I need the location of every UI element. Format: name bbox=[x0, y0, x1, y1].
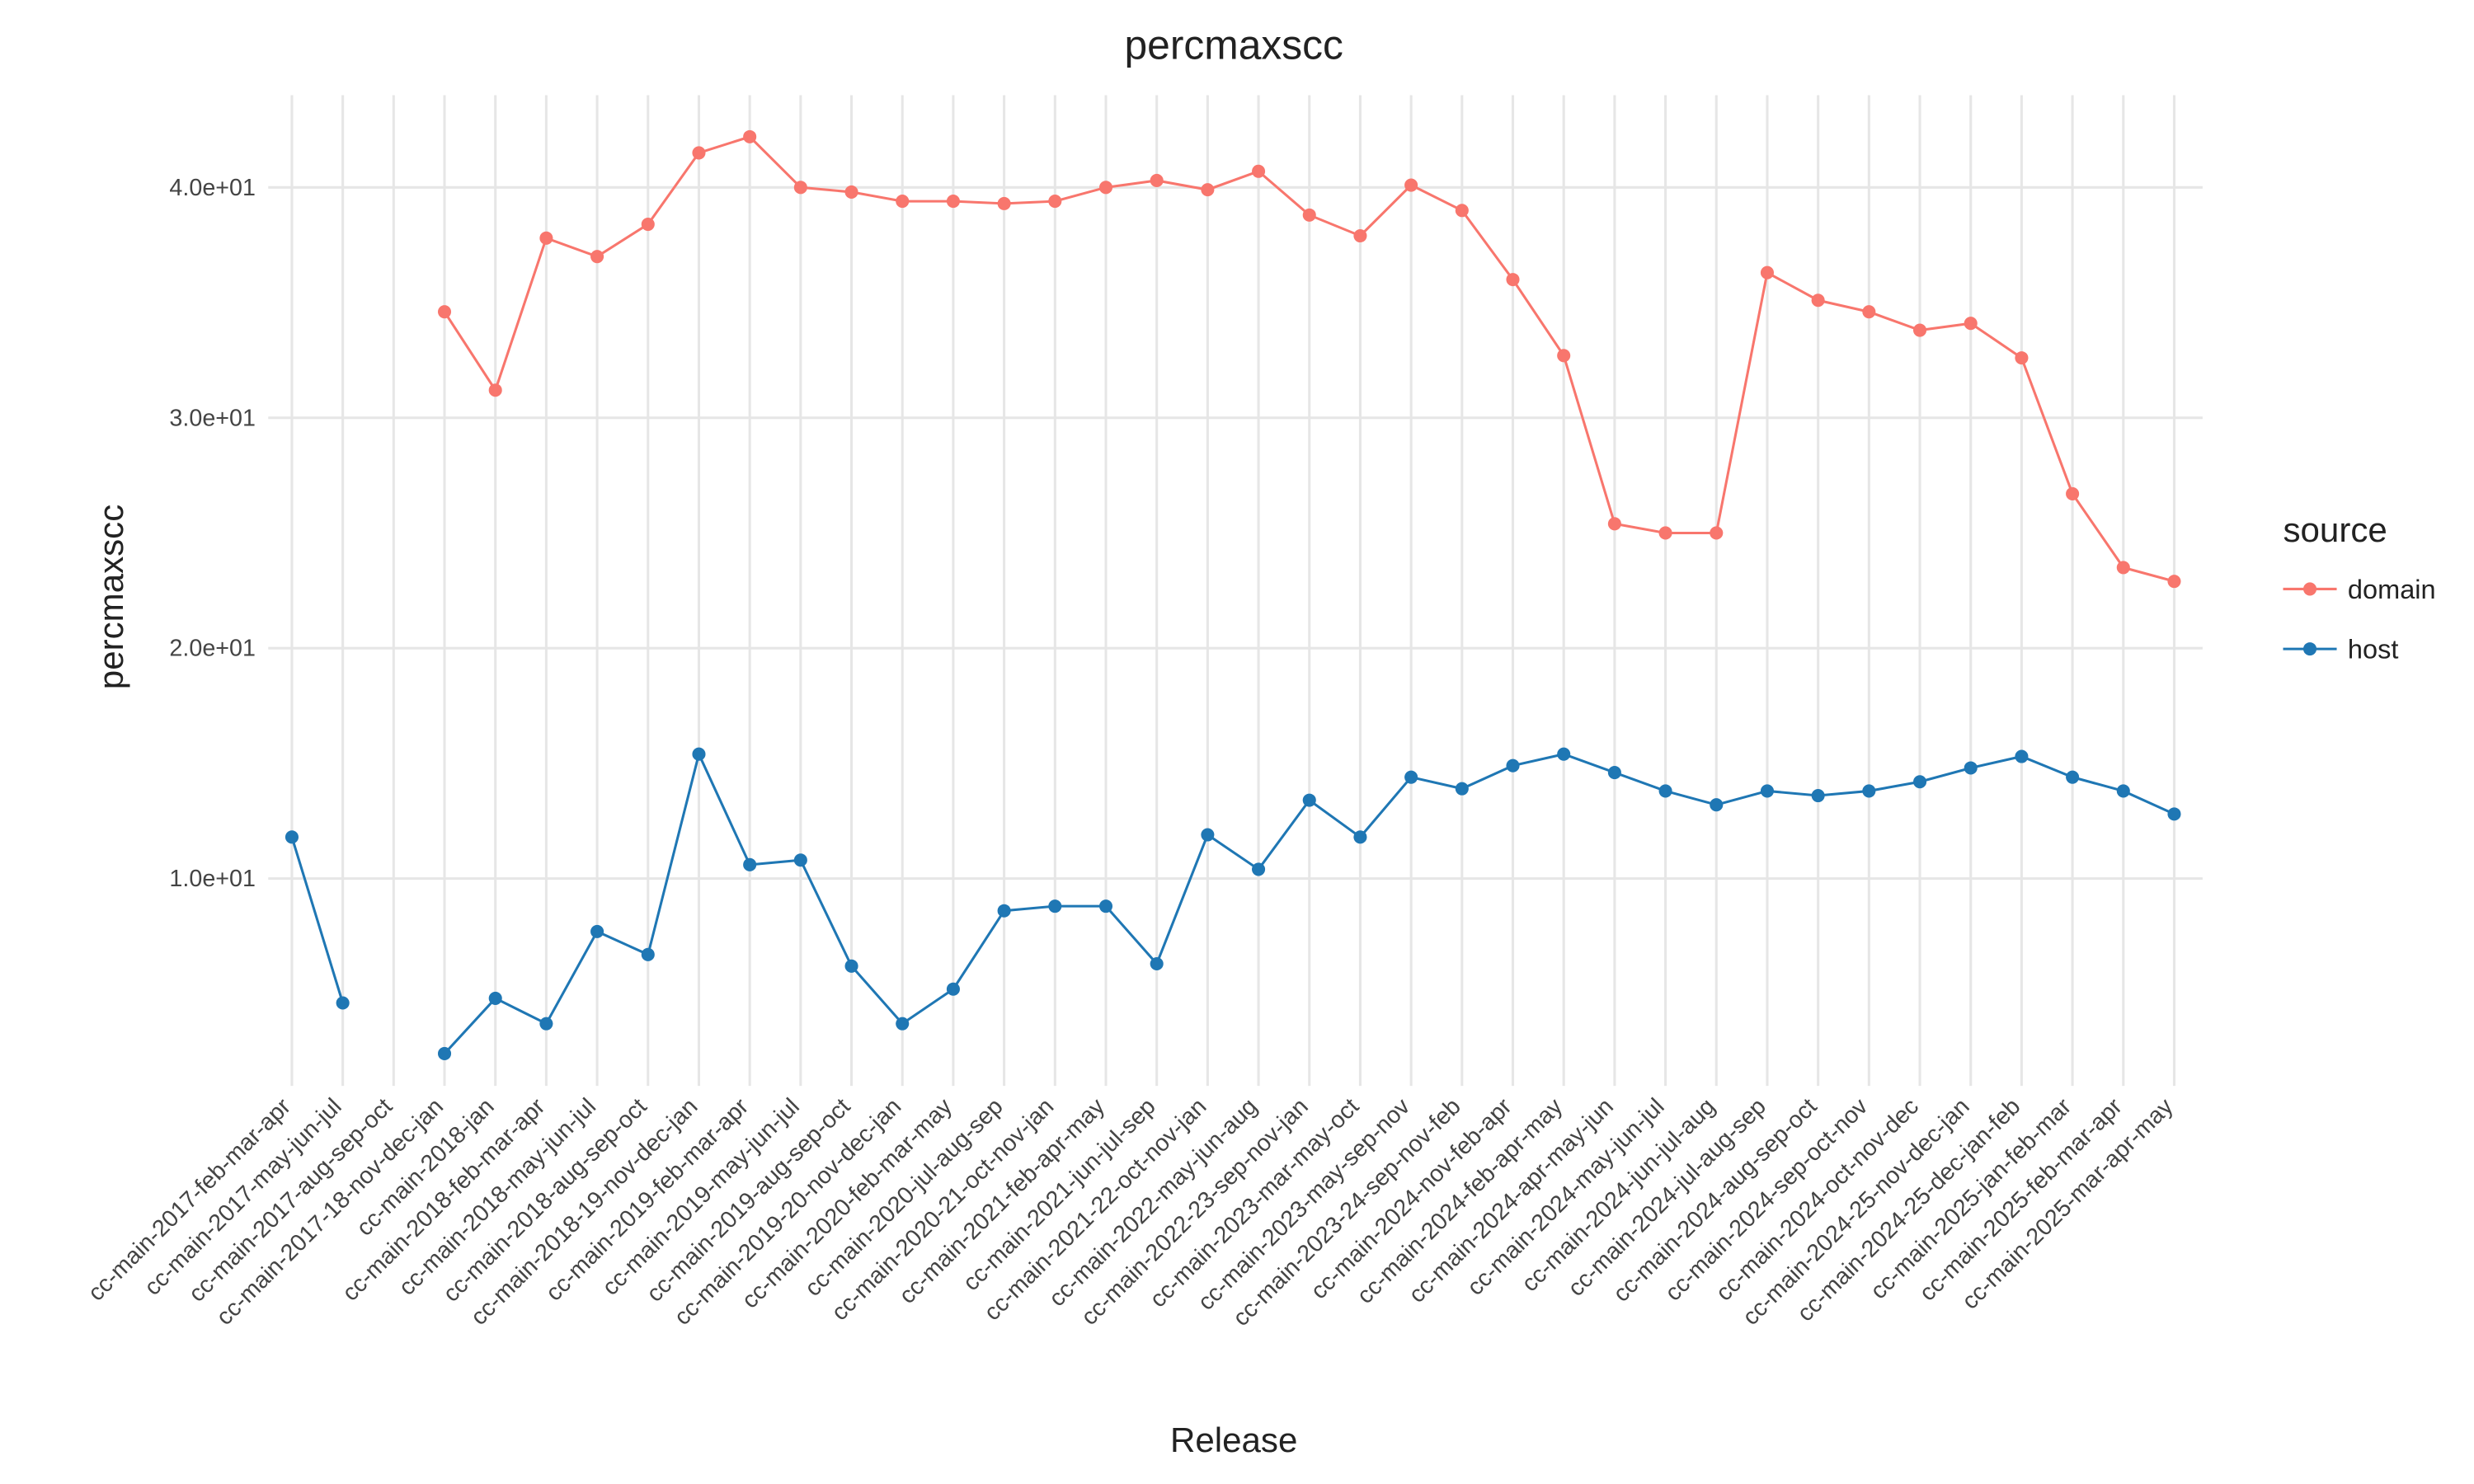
data-point bbox=[1607, 517, 1621, 531]
data-point bbox=[1353, 228, 1367, 243]
data-point bbox=[336, 996, 350, 1010]
data-point bbox=[743, 129, 757, 143]
data-point bbox=[1150, 956, 1164, 971]
data-point bbox=[488, 383, 502, 397]
y-axis-title: percmaxscc bbox=[92, 505, 130, 689]
data-point bbox=[2015, 749, 2029, 763]
data-point bbox=[1811, 294, 1825, 308]
data-point bbox=[1607, 766, 1621, 780]
data-point bbox=[1201, 183, 1215, 197]
data-point bbox=[743, 857, 757, 871]
data-point bbox=[437, 305, 452, 319]
data-point bbox=[1760, 784, 1774, 798]
data-point bbox=[1201, 828, 1215, 842]
data-point bbox=[1862, 305, 1876, 319]
legend-label: host bbox=[2348, 635, 2398, 665]
data-point bbox=[488, 991, 502, 1005]
data-point bbox=[539, 231, 553, 245]
data-point bbox=[1964, 761, 1978, 775]
series-line bbox=[290, 836, 345, 1003]
data-point bbox=[1710, 526, 1724, 540]
legend-point bbox=[2302, 642, 2317, 656]
data-point bbox=[1557, 349, 1571, 363]
data-point bbox=[2015, 351, 2029, 365]
data-point bbox=[1658, 784, 1672, 798]
data-point bbox=[844, 959, 858, 973]
data-point bbox=[1098, 899, 1113, 913]
data-point bbox=[1048, 195, 1062, 209]
data-point bbox=[793, 181, 807, 195]
data-point bbox=[1252, 862, 1266, 876]
data-point bbox=[285, 830, 299, 844]
data-point bbox=[2116, 784, 2130, 798]
data-point bbox=[1557, 747, 1571, 761]
data-point bbox=[997, 196, 1011, 210]
data-point bbox=[1862, 784, 1876, 798]
data-point bbox=[2066, 486, 2080, 501]
y-tick-label: 4.0e+01 bbox=[169, 175, 255, 201]
data-point bbox=[844, 185, 858, 199]
data-point bbox=[590, 250, 604, 264]
x-tick-label: cc-main-2017-may-jun-jul bbox=[139, 1093, 346, 1300]
legend-point bbox=[2302, 582, 2317, 596]
data-point bbox=[692, 747, 706, 761]
legend-title: source bbox=[2283, 510, 2387, 549]
y-tick-label: 1.0e+01 bbox=[169, 866, 255, 892]
data-point bbox=[539, 1017, 553, 1031]
chart-title: percmaxscc bbox=[1125, 22, 1343, 68]
data-point bbox=[1252, 164, 1266, 178]
data-point bbox=[641, 947, 655, 961]
data-point bbox=[1964, 317, 1978, 331]
data-point bbox=[2167, 807, 2181, 821]
data-point bbox=[692, 146, 706, 160]
data-point bbox=[1760, 265, 1774, 279]
data-point bbox=[590, 924, 604, 938]
data-point bbox=[1506, 273, 1520, 287]
grid bbox=[268, 95, 2203, 1087]
data-point bbox=[2116, 561, 2130, 575]
data-point bbox=[1811, 788, 1825, 803]
data-point bbox=[1302, 793, 1316, 807]
data-point bbox=[1048, 899, 1062, 913]
data-point bbox=[1404, 178, 1418, 192]
data-point bbox=[793, 853, 807, 867]
data-point bbox=[1353, 830, 1367, 844]
data-point bbox=[1404, 770, 1418, 784]
data-point bbox=[946, 195, 960, 209]
data-point bbox=[1912, 323, 1927, 337]
data-point bbox=[1150, 173, 1164, 187]
data-point bbox=[896, 195, 910, 209]
data-point bbox=[437, 1046, 452, 1061]
y-tick-label: 3.0e+01 bbox=[169, 405, 255, 431]
data-point bbox=[1912, 775, 1927, 789]
y-tick-label: 2.0e+01 bbox=[169, 636, 255, 662]
data-point bbox=[641, 218, 655, 232]
data-point bbox=[896, 1017, 910, 1031]
data-point bbox=[1710, 798, 1724, 812]
data-point bbox=[1506, 758, 1520, 773]
data-point bbox=[1455, 204, 1469, 218]
data-point bbox=[1455, 782, 1469, 796]
legend-label: domain bbox=[2348, 575, 2436, 604]
data-point bbox=[1302, 208, 1316, 222]
data-point bbox=[2167, 575, 2181, 589]
x-axis-title: Release bbox=[1170, 1421, 1297, 1459]
data-point bbox=[2066, 770, 2080, 784]
data-point bbox=[1658, 526, 1672, 540]
data-point bbox=[946, 982, 960, 996]
data-point bbox=[1098, 181, 1113, 195]
data-point bbox=[997, 904, 1011, 918]
